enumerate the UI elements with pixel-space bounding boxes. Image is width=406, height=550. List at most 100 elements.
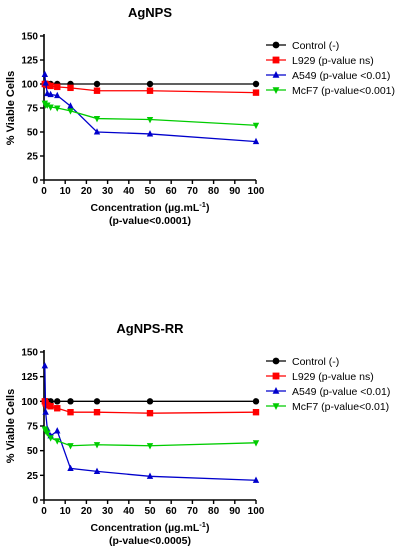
data-point <box>93 116 101 123</box>
data-point <box>146 472 154 479</box>
legend-label: Control (-) <box>292 356 339 368</box>
x-axis-label: Concentration (µg.mL-1) <box>91 520 210 534</box>
y-axis-label: % Viable Cells <box>5 389 17 463</box>
x-tick-label: 80 <box>208 186 220 197</box>
y-tick-label: 50 <box>27 446 39 457</box>
x-tick-label: 40 <box>123 506 135 517</box>
data-point <box>47 435 54 442</box>
series-4 <box>41 426 260 450</box>
x-tick-label: 0 <box>41 186 47 197</box>
data-point <box>54 398 61 405</box>
legend-label: A549 (p-value <0.01) <box>292 70 390 82</box>
data-point <box>47 90 54 98</box>
legend-label: L929 (p-value ns) <box>292 371 374 383</box>
y-axis-label: % Viable Cells <box>5 71 17 145</box>
data-point <box>146 398 154 405</box>
data-point <box>252 122 260 130</box>
legend-item-2: L929 (p-value ns) <box>266 55 374 67</box>
data-point <box>44 402 51 409</box>
x-tick-label: 10 <box>60 186 72 197</box>
y-tick-label: 75 <box>27 104 39 115</box>
data-point <box>54 438 61 445</box>
data-point <box>67 398 74 405</box>
x-tick-label: 20 <box>81 186 93 197</box>
data-point <box>93 87 101 94</box>
y-tick-label: 125 <box>21 56 38 67</box>
legend-marker <box>272 387 280 394</box>
chart-title: AgNPS <box>128 5 172 20</box>
x-tick-label: 60 <box>166 186 178 197</box>
data-point <box>252 398 260 405</box>
data-point <box>47 403 54 410</box>
x-tick-label: 30 <box>102 506 114 517</box>
y-tick-label: 50 <box>27 128 39 139</box>
x-tick-label: 50 <box>144 506 156 517</box>
data-point <box>146 116 154 124</box>
x-tick-label: 30 <box>102 186 114 197</box>
y-tick-label: 75 <box>27 422 39 433</box>
legend-marker <box>272 56 280 64</box>
data-point <box>67 102 74 109</box>
y-tick-label: 0 <box>32 176 38 187</box>
data-point <box>42 408 49 415</box>
x-axis-label-close: ) <box>206 202 210 214</box>
legend-item-3: A549 (p-value <0.01) <box>266 386 390 398</box>
x-tick-label: 80 <box>208 506 220 517</box>
legend-item-1: Control (-) <box>266 40 339 52</box>
data-point <box>252 137 260 145</box>
data-point <box>67 84 74 92</box>
data-point <box>54 427 61 434</box>
series-line <box>44 365 257 481</box>
chart-panel-2: AgNPS-RR 0 25 50 75 100 125 150 0 10 20 30 40 50 60 70 8… <box>5 321 390 547</box>
x-axis-sublabel: (p-value<0.0001) <box>109 215 191 227</box>
x-tick-label: 90 <box>229 506 241 517</box>
x-axis-label-main: Concentration (µg.mL <box>91 202 200 214</box>
legend-item-1: Control (-) <box>266 356 339 368</box>
data-point <box>93 398 101 405</box>
y-tick-label: 150 <box>21 32 38 43</box>
data-point <box>146 80 154 88</box>
data-point <box>252 408 260 416</box>
x-tick-label: 50 <box>144 186 156 197</box>
data-point <box>252 89 260 96</box>
data-point <box>54 83 61 91</box>
series-3 <box>41 70 260 145</box>
x-axis-label-main: Concentration (µg.mL <box>91 522 200 534</box>
x-axis-label-close: ) <box>206 522 210 534</box>
legend-label: L929 (p-value ns) <box>292 55 374 67</box>
data-point <box>67 108 74 115</box>
legend-item-4: McF7 (p-value<0.01) <box>266 401 389 413</box>
x-tick-label: 90 <box>229 186 241 197</box>
legend-marker <box>272 71 280 78</box>
legend-label: Control (-) <box>292 40 339 52</box>
data-point <box>93 467 101 474</box>
legend-item-4: McF7 (p-value<0.001) <box>266 85 395 97</box>
data-point <box>146 130 154 137</box>
x-axis-label: Concentration (µg.mL-1) <box>91 200 210 214</box>
y-tick-label: 25 <box>27 471 39 482</box>
legend-marker <box>272 41 280 49</box>
chart-title: AgNPS-RR <box>116 321 184 336</box>
legend-item-3: A549 (p-value <0.01) <box>266 70 390 82</box>
data-point <box>93 442 101 449</box>
data-point <box>54 105 61 112</box>
series-1 <box>41 80 260 88</box>
data-point <box>41 362 49 369</box>
series-4 <box>41 100 260 130</box>
legend-marker <box>272 372 280 380</box>
data-point <box>41 70 49 77</box>
x-tick-label: 70 <box>187 186 199 197</box>
data-point <box>47 82 54 90</box>
data-point <box>252 80 260 88</box>
data-point <box>47 104 54 111</box>
series-3 <box>41 362 260 483</box>
x-tick-label: 40 <box>123 186 135 197</box>
legend-marker <box>272 357 280 365</box>
data-point <box>54 91 61 99</box>
data-point <box>252 476 260 483</box>
x-tick-label: 100 <box>248 186 265 197</box>
data-point <box>67 408 74 416</box>
y-tick-label: 150 <box>21 348 38 359</box>
x-tick-label: 70 <box>187 506 199 517</box>
